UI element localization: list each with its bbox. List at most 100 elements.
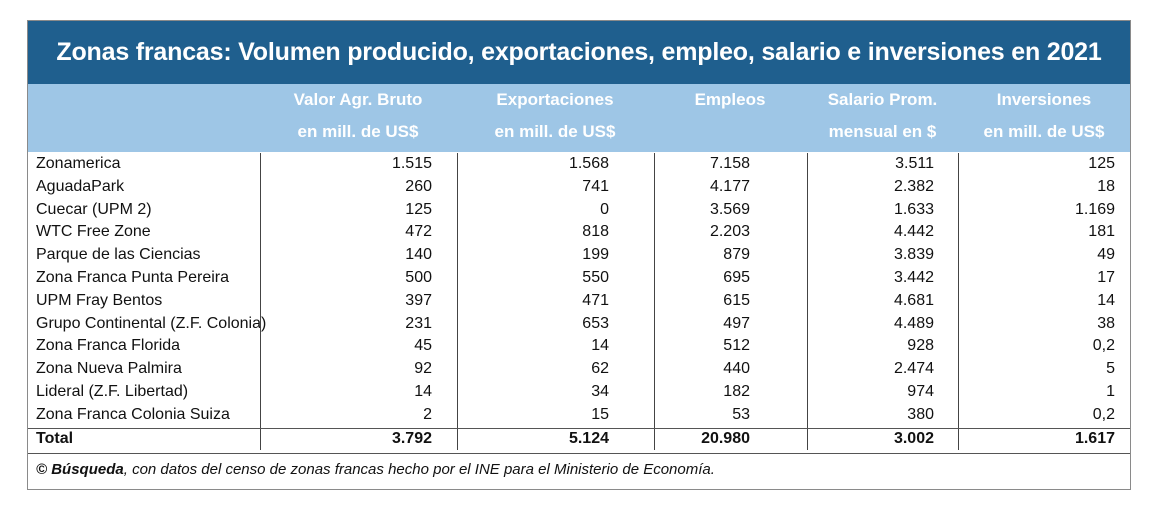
table-cell: 182 — [723, 382, 750, 400]
table-cell: 0 — [600, 200, 609, 218]
table-cell: 5.124 — [568, 430, 609, 447]
table-cell: 18 — [1097, 177, 1115, 195]
table-cell: 1 — [1106, 382, 1115, 400]
table-cell: 7.158 — [709, 155, 750, 172]
column-header-line1: Empleos — [694, 90, 766, 109]
column-divider — [807, 153, 808, 450]
footer-divider — [28, 453, 1130, 454]
row-label: WTC Free Zone — [36, 223, 151, 241]
table-cell: 0,2 — [1092, 405, 1115, 423]
table-row: Zona Franca Florida 45 14 512 928 0,2 — [28, 335, 1130, 358]
table-cell: 741 — [582, 177, 609, 195]
table-cell: 4.489 — [893, 314, 934, 332]
table-cell: 3.511 — [895, 155, 934, 172]
row-label: Zonamerica — [36, 155, 121, 172]
table-row: Parque de las Ciencias 140 199 879 3.839 49 — [28, 244, 1130, 267]
total-row: Total 3.792 5.124 20.980 3.002 1.617 — [28, 428, 1130, 451]
table-cell: 440 — [723, 360, 750, 378]
table-cell: 818 — [582, 223, 609, 241]
table-cell: 653 — [582, 314, 609, 332]
table-cell: 2 — [423, 405, 432, 423]
table-cell: 34 — [591, 382, 609, 400]
column-header-line1: Salario Prom. — [827, 90, 938, 109]
column-divider — [958, 153, 959, 450]
table-cell: 14 — [1097, 291, 1115, 309]
table-cell: 1.633 — [893, 200, 934, 218]
column-header-line1: Exportaciones — [496, 90, 614, 109]
row-label: Total — [36, 430, 74, 447]
row-label: Zona Franca Colonia Suiza — [36, 405, 230, 423]
table-cell: 3.442 — [893, 268, 934, 286]
header-row: Valor Agr. Bruto en mill. de US$ Exportaci… — [28, 84, 1130, 152]
table-cell: 199 — [582, 246, 609, 264]
table-frame: Zonas francas: Volumen producido, export… — [27, 20, 1131, 490]
table-row: Cuecar (UPM 2) 125 0 3.569 1.633 1.169 — [28, 199, 1130, 222]
table-row: Zona Franca Colonia Suiza 2 15 53 380 0,2 — [28, 404, 1130, 427]
table-row: AguadaPark 260 741 4.177 2.382 18 — [28, 176, 1130, 199]
table-cell: 92 — [414, 360, 432, 378]
table-cell: 3.792 — [391, 430, 432, 447]
table-cell: 14 — [591, 337, 609, 355]
table-cell: 500 — [405, 268, 432, 286]
table-cell: 497 — [723, 314, 750, 332]
row-label: Parque de las Ciencias — [36, 246, 201, 264]
column-divider — [457, 153, 458, 450]
table-cell: 2.382 — [893, 177, 934, 195]
row-label: Grupo Continental (Z.F. Colonia) — [36, 314, 267, 332]
table-cell: 512 — [723, 337, 750, 355]
table-row: Zonamerica 1.515 1.568 7.158 3.511 125 — [28, 153, 1130, 176]
source-text: , con datos del censo de zonas francas h… — [123, 461, 715, 478]
row-label: Zona Franca Florida — [36, 337, 181, 355]
table-cell: 472 — [405, 223, 432, 241]
table-cell: 3.002 — [893, 430, 934, 447]
table-cell: 260 — [405, 177, 432, 195]
source-brand: © Búsqueda — [36, 461, 124, 478]
table-cell: 20.980 — [701, 430, 750, 447]
source-note: © Búsqueda, con datos del censo de zonas… — [36, 461, 715, 478]
table-row: Lideral (Z.F. Libertad) 14 34 182 974 1 — [28, 381, 1130, 404]
table-cell: 380 — [907, 405, 934, 423]
table-cell: 397 — [405, 291, 432, 309]
table-cell: 1.169 — [1074, 200, 1115, 218]
table-cell: 1.515 — [391, 155, 432, 172]
table-cell: 181 — [1088, 223, 1115, 241]
table-cell: 3.839 — [893, 246, 934, 264]
row-label: AguadaPark — [36, 177, 125, 195]
table-cell: 45 — [414, 337, 432, 355]
table-cell: 15 — [591, 405, 609, 423]
column-header-3: Empleos — [654, 84, 806, 152]
table-cell: 231 — [405, 314, 432, 332]
column-divider — [260, 153, 261, 450]
column-header-line2: en mill. de US$ — [983, 122, 1105, 141]
column-divider — [654, 153, 655, 450]
column-header-line1: Inversiones — [996, 90, 1092, 109]
table-cell: 4.442 — [893, 223, 934, 241]
table-cell: 38 — [1097, 314, 1115, 332]
table-cell: 974 — [907, 382, 934, 400]
table-cell: 140 — [405, 246, 432, 264]
table-cell: 53 — [732, 405, 750, 423]
row-label: Zona Franca Punta Pereira — [36, 268, 229, 286]
column-header-line1: Valor Agr. Bruto — [293, 90, 423, 109]
table-cell: 2.203 — [709, 223, 750, 241]
table-cell: 14 — [414, 382, 432, 400]
table-cell: 125 — [405, 200, 432, 218]
row-label: Zona Nueva Palmira — [36, 360, 182, 378]
table-cell: 1.617 — [1074, 430, 1115, 447]
table-cell: 4.177 — [709, 177, 750, 195]
row-label: UPM Fray Bentos — [36, 291, 163, 309]
table-cell: 3.569 — [709, 200, 750, 218]
table-cell: 4.681 — [893, 291, 934, 309]
total-divider — [28, 428, 1130, 429]
column-header-line2: mensual en $ — [828, 122, 937, 141]
table-cell: 879 — [723, 246, 750, 264]
table-cell: 928 — [907, 337, 934, 355]
table-row: Grupo Continental (Z.F. Colonia) 231 653 49… — [28, 313, 1130, 336]
table-row: Zona Franca Punta Pereira 500 550 695 3.442 1… — [28, 267, 1130, 290]
table-cell: 62 — [591, 360, 609, 378]
column-header-2: Exportaciones en mill. de US$ — [457, 84, 653, 152]
table-body: Zonamerica 1.515 1.568 7.158 3.511 125 AguadaP… — [28, 153, 1130, 447]
table-cell: 471 — [582, 291, 609, 309]
row-label: Cuecar (UPM 2) — [36, 200, 152, 218]
table-row: UPM Fray Bentos 397 471 615 4.681 14 — [28, 290, 1130, 313]
